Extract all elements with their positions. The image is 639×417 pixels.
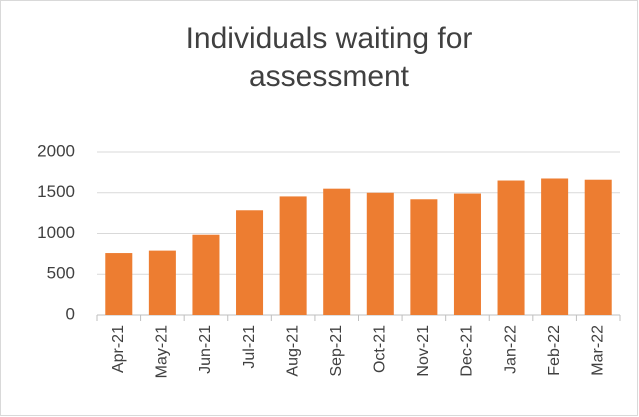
bar bbox=[366, 192, 394, 315]
bar bbox=[105, 253, 133, 315]
bar bbox=[236, 210, 264, 315]
x-tick-label: Mar-22 bbox=[589, 325, 606, 376]
y-tick-label: 1500 bbox=[37, 182, 75, 201]
x-tick-label: Oct-21 bbox=[372, 325, 389, 373]
bar bbox=[453, 193, 481, 315]
x-tick-label: Jul-21 bbox=[241, 325, 258, 369]
bar bbox=[541, 178, 569, 315]
x-tick-label: Jan-22 bbox=[502, 325, 519, 374]
y-tick-label: 500 bbox=[47, 264, 75, 283]
y-tick-label: 0 bbox=[66, 304, 75, 323]
x-tick-label: Feb-22 bbox=[546, 325, 563, 376]
y-tick-label: 2000 bbox=[37, 141, 75, 160]
y-tick-label: 1000 bbox=[37, 223, 75, 242]
bar bbox=[497, 180, 525, 315]
bar bbox=[148, 250, 176, 315]
x-tick-label: Nov-21 bbox=[415, 325, 432, 377]
x-tick-label: Aug-21 bbox=[284, 325, 301, 377]
bar bbox=[584, 179, 612, 315]
x-tick-label: May-21 bbox=[154, 325, 171, 378]
bar bbox=[410, 199, 438, 315]
x-tick-label: Apr-21 bbox=[110, 325, 127, 373]
x-tick-label: Dec-21 bbox=[459, 325, 476, 377]
bar bbox=[323, 188, 351, 315]
bar bbox=[279, 196, 307, 315]
x-tick-label: Jun-21 bbox=[197, 325, 214, 374]
bar bbox=[192, 234, 220, 315]
chart-title: Individuals waiting for assessment bbox=[185, 22, 473, 93]
x-tick-label: Sep-21 bbox=[328, 325, 345, 377]
